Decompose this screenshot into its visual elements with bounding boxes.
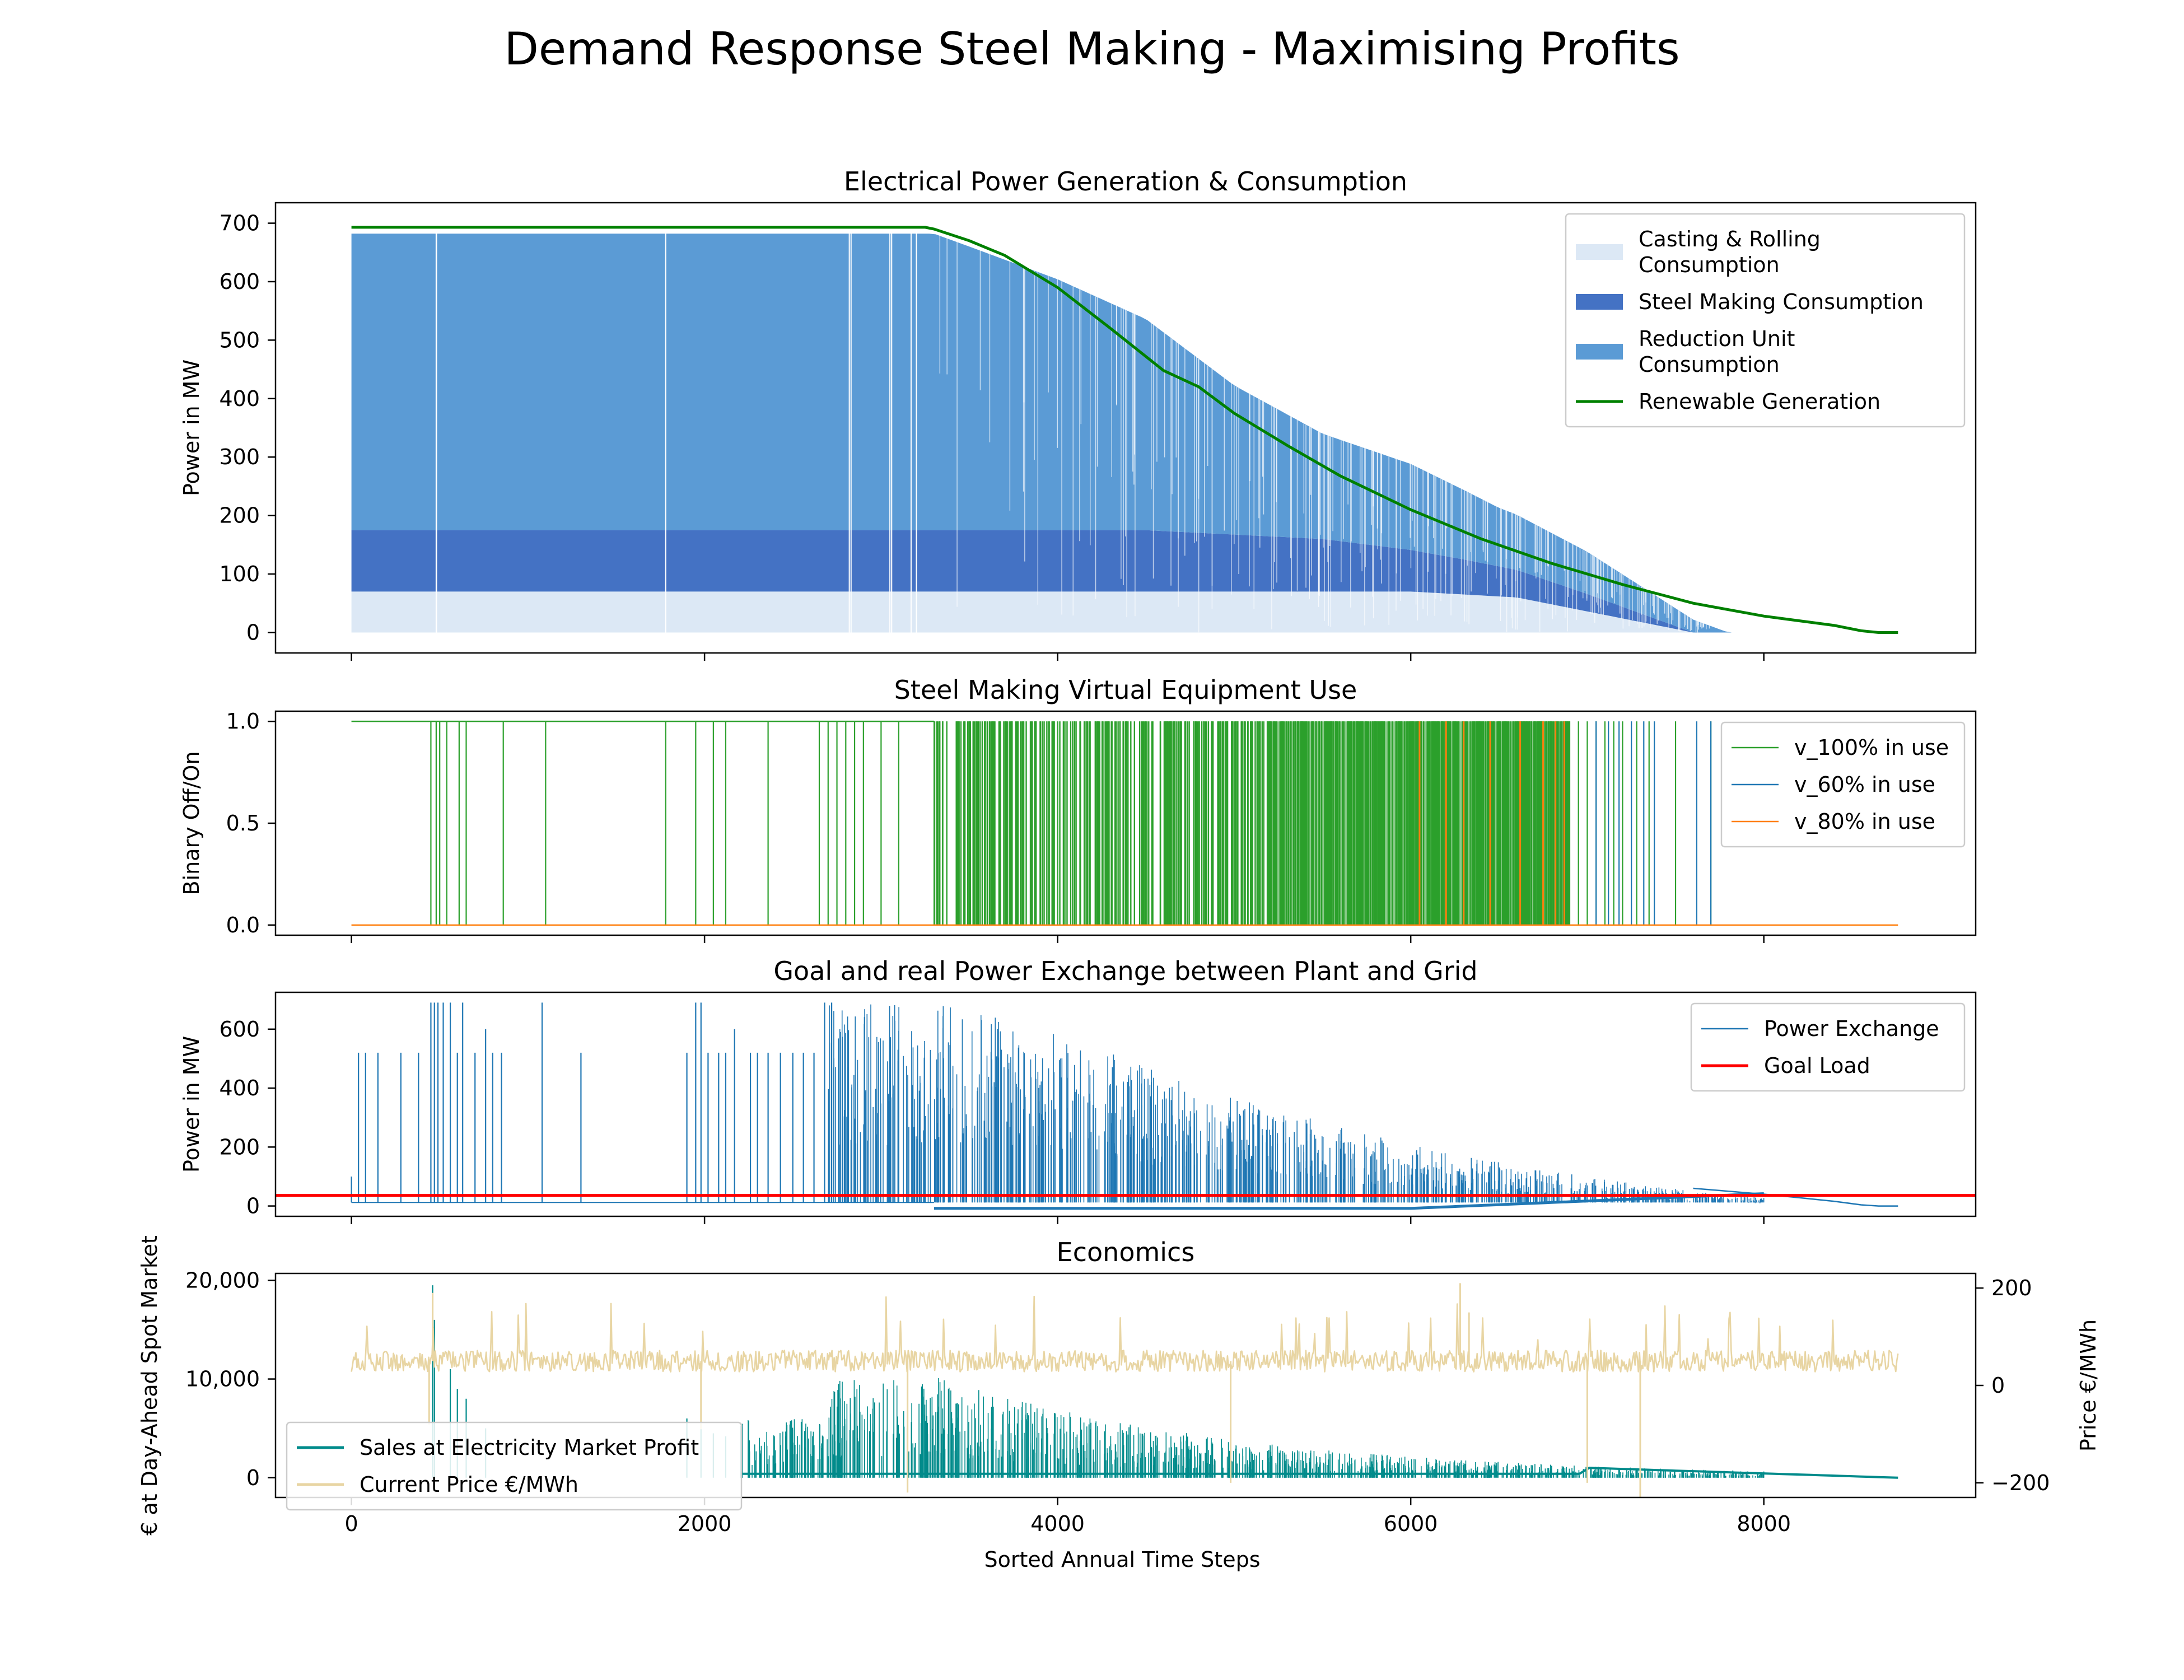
subplot-title: Economics [1057,1237,1195,1267]
casting-rolling-area [351,591,1764,633]
subplot-1: Electrical Power Generation & Consumptio… [179,166,1977,661]
y-tick-label: 0 [246,620,260,645]
legend: Sales at Electricity Market Profit Curren… [286,1421,743,1511]
exchange-envelope [934,1192,1764,1210]
legend-frame [1720,721,1966,848]
x-tick-label: 0 [344,1511,358,1536]
y-tick-label: 700 [219,211,260,236]
y-tick-label: 1.0 [226,709,260,734]
y2-tick-label: 0 [1991,1373,2005,1398]
axes-frame [274,710,1977,936]
subplot-4: Economics € at Day-Ahead Spot Market 0 10,0… [137,1235,2101,1536]
y2-tick-label: 200 [1991,1276,2032,1300]
legend-label: Sales at Electricity Market Profit [360,1435,699,1460]
y-tick-label: 600 [219,1017,260,1042]
legend-label: Casting & Rolling [1639,227,1821,251]
legend-swatch [1576,344,1623,360]
y-axis-label: Power in MW [179,360,204,496]
subplots: Electrical Power Generation & Consumptio… [137,166,2101,1536]
y-tick-label: 200 [219,1135,260,1159]
legend-swatch [1576,244,1623,260]
y-tick-label: 100 [219,562,260,586]
legend-frame [1565,213,1966,428]
y-tick-label: 400 [219,386,260,411]
plot-area [351,720,1898,926]
legend: Power Exchange Goal Load [1690,1002,1966,1092]
legend-label: Steel Making Consumption [1639,290,1924,314]
legend-label: v_80% in use [1794,809,1935,834]
plot-area [351,226,1898,634]
subplot-title: Electrical Power Generation & Consumptio… [844,166,1407,197]
axes-frame [274,1272,1977,1499]
y-tick-label: 10,000 [185,1367,260,1392]
legend-label: v_60% in use [1794,772,1935,797]
renewable-generation-line [351,226,1898,634]
y-tick-label: 300 [219,445,260,469]
legend-label: Goal Load [1764,1053,1870,1078]
y-tick-label: 0.0 [226,913,260,937]
exchange-tail-line [1693,1187,1898,1207]
x-tick-label: 4000 [1030,1511,1085,1536]
y-tick-label: 0 [246,1466,260,1490]
subplot-3: Goal and real Power Exchange between Pla… [179,956,1977,1224]
x-tick-label: 6000 [1384,1511,1438,1536]
y2-axis-label: Price €/MWh [2076,1319,2101,1452]
axes-frame [274,202,1977,654]
y2-tick-label: −200 [1991,1471,2050,1495]
y-axis-label: Binary Off/On [179,751,204,895]
figure-xlabel: Sorted Annual Time Steps [984,1547,1260,1572]
legend-label: Consumption [1639,352,1780,377]
plot-area [276,1002,1976,1210]
sales-baseline [740,1467,1898,1479]
x-tick-label: 8000 [1737,1511,1791,1536]
x-tick-label: 2000 [678,1511,732,1536]
legend-label: v_100% in use [1794,735,1949,760]
y-tick-label: 20,000 [185,1268,260,1292]
figure-title: Demand Response Steel Making - Maximisin… [504,23,1679,75]
legend: v_100% in use v_60% in use v_80% in use [1720,721,1966,848]
legend-label: Renewable Generation [1639,389,1880,414]
legend-frame [1690,1002,1966,1092]
y-tick-label: 600 [219,269,260,294]
y-axis-label: Power in MW [179,1036,204,1173]
legend-swatch [1576,294,1623,310]
y-tick-label: 400 [219,1076,260,1100]
subplot-title: Goal and real Power Exchange between Pla… [773,956,1477,986]
y-axis-label: € at Day-Ahead Spot Market [137,1235,162,1536]
y-tick-label: 0 [246,1194,260,1219]
y-tick-label: 500 [219,328,260,352]
legend-label: Current Price €/MWh [360,1472,578,1497]
plot-area [351,1283,1899,1497]
legend-frame [286,1421,743,1511]
y-tick-label: 200 [219,503,260,528]
subplot-title: Steel Making Virtual Equipment Use [894,675,1357,705]
legend-label: Power Exchange [1764,1016,1939,1041]
legend-label: Consumption [1639,253,1780,277]
subplot-2: Steel Making Virtual Equipment Use Binary… [179,675,1977,943]
axes-frame [274,991,1977,1217]
y-tick-label: 0.5 [226,811,260,836]
legend-label: Reduction Unit [1639,326,1795,351]
